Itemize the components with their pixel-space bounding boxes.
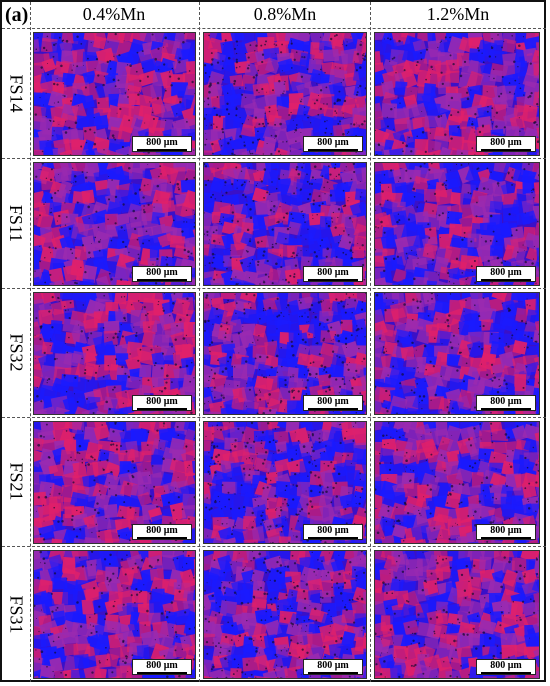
column-header-0.4mn: 0.4%Mn <box>82 4 146 24</box>
micrograph-fs14-0.8pct-mn: 800 μm <box>203 32 367 156</box>
micrograph-image <box>34 163 195 285</box>
scale-bar: 800 μm <box>476 136 536 152</box>
scale-bar: 800 μm <box>303 395 363 411</box>
micrograph-image <box>204 422 366 543</box>
micrograph-image <box>34 551 195 678</box>
scale-bar: 800 μm <box>303 659 363 675</box>
row-label-fs32: FS32 <box>6 333 27 372</box>
micrograph-fs21-0.4pct-mn: 800 μm <box>33 421 196 544</box>
scale-bar-label: 800 μm <box>317 395 349 407</box>
micrograph-fs31-0.8pct-mn: 800 μm <box>203 550 367 679</box>
column-header-0.8mn: 0.8%Mn <box>253 4 317 24</box>
scale-bar: 800 μm <box>132 136 192 152</box>
micrograph-fs32-0.8pct-mn: 800 μm <box>203 292 367 415</box>
scale-bar-label: 800 μm <box>490 659 522 671</box>
row-divider <box>2 288 546 289</box>
scale-bar-label: 800 μm <box>317 524 349 536</box>
scale-bar-label: 800 μm <box>146 524 178 536</box>
scale-bar-label: 800 μm <box>490 524 522 536</box>
scale-bar-line <box>481 407 531 410</box>
scale-bar-line <box>308 407 358 410</box>
scale-bar-line <box>137 536 187 539</box>
scale-bar: 800 μm <box>476 266 536 282</box>
scale-bar-line <box>137 148 187 151</box>
scale-bar-label: 800 μm <box>490 266 522 278</box>
panel-label: (a) <box>5 4 29 26</box>
scale-bar-line <box>308 671 358 674</box>
scale-bar-line <box>137 671 187 674</box>
row-label-fs14: FS14 <box>6 73 27 113</box>
micrograph-fs31-1.2pct-mn: 800 μm <box>374 550 540 679</box>
scale-bar-label: 800 μm <box>317 266 349 278</box>
scale-bar-label: 800 μm <box>146 136 178 148</box>
row-divider <box>2 158 546 159</box>
scale-bar: 800 μm <box>132 266 192 282</box>
scale-bar-line <box>481 278 531 281</box>
scale-bar-label: 800 μm <box>146 266 178 278</box>
row-label-fs21: FS21 <box>6 462 27 501</box>
scale-bar-line <box>308 536 358 539</box>
scale-bar-line <box>137 278 187 281</box>
row-divider <box>2 546 546 547</box>
micrograph-fs32-0.4pct-mn: 800 μm <box>33 292 196 415</box>
micrograph-fs21-1.2pct-mn: 800 μm <box>374 421 540 544</box>
column-divider <box>30 2 31 682</box>
row-label-fs11: FS11 <box>6 204 27 242</box>
scale-bar: 800 μm <box>132 524 192 540</box>
micrograph-fs11-0.8pct-mn: 800 μm <box>203 162 367 286</box>
scale-bar: 800 μm <box>132 659 192 675</box>
scale-bar-label: 800 μm <box>317 659 349 671</box>
micrograph-fs11-1.2pct-mn: 800 μm <box>374 162 540 286</box>
micrograph-fs32-1.2pct-mn: 800 μm <box>374 292 540 415</box>
micrograph-fs14-1.2pct-mn: 800 μm <box>374 32 540 156</box>
scale-bar-label: 800 μm <box>490 395 522 407</box>
micrograph-fs21-0.8pct-mn: 800 μm <box>203 421 367 544</box>
micrograph-fs31-0.4pct-mn: 800 μm <box>33 550 196 679</box>
scale-bar: 800 μm <box>476 659 536 675</box>
scale-bar-label: 800 μm <box>146 395 178 407</box>
micrograph-image <box>375 422 539 543</box>
scale-bar: 800 μm <box>303 524 363 540</box>
scale-bar-line <box>481 536 531 539</box>
scale-bar-label: 800 μm <box>146 659 178 671</box>
scale-bar-line <box>137 407 187 410</box>
micrograph-image <box>375 551 539 678</box>
scale-bar-line <box>308 278 358 281</box>
scale-bar: 800 μm <box>476 395 536 411</box>
scale-bar-line <box>481 148 531 151</box>
micrograph-image <box>34 293 195 414</box>
scale-bar-line <box>481 671 531 674</box>
micrograph-image <box>375 33 539 155</box>
row-label-fs31: FS31 <box>6 594 27 634</box>
scale-bar: 800 μm <box>303 136 363 152</box>
scale-bar: 800 μm <box>476 524 536 540</box>
scale-bar-line <box>308 148 358 151</box>
micrograph-image <box>34 33 195 155</box>
scale-bar: 800 μm <box>132 395 192 411</box>
micrograph-image <box>204 33 366 155</box>
scale-bar-label: 800 μm <box>317 136 349 148</box>
micrograph-fs11-0.4pct-mn: 800 μm <box>33 162 196 286</box>
micrograph-fs14-0.4pct-mn: 800 μm <box>33 32 196 156</box>
scale-bar: 800 μm <box>303 266 363 282</box>
column-header-1.2mn: 1.2%Mn <box>426 4 490 24</box>
scale-bar-label: 800 μm <box>490 136 522 148</box>
column-divider <box>199 2 200 682</box>
column-divider <box>370 2 371 682</box>
micrograph-image <box>375 293 539 414</box>
row-divider <box>2 28 546 29</box>
micrograph-image <box>375 163 539 285</box>
row-divider <box>2 417 546 418</box>
